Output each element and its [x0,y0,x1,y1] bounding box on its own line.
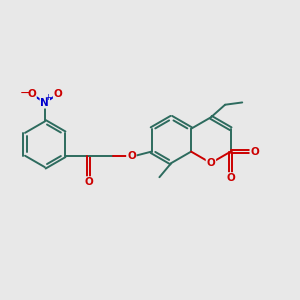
Text: O: O [127,151,136,161]
Text: −: − [20,87,30,100]
Text: O: O [206,158,215,168]
Text: O: O [27,89,36,99]
Text: N: N [40,98,49,108]
Text: O: O [54,89,62,99]
Text: O: O [226,173,235,183]
Text: O: O [84,177,93,187]
Text: O: O [250,147,259,157]
Text: +: + [44,93,51,102]
